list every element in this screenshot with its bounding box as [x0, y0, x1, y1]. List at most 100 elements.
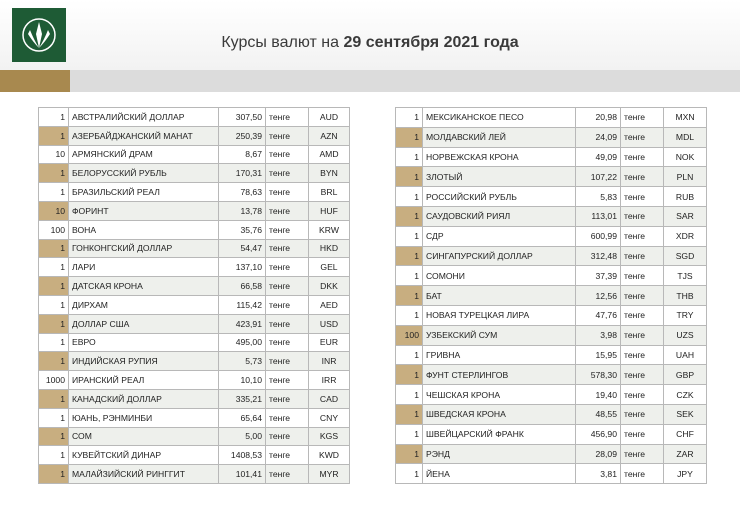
currency-name: КАНАДСКИЙ ДОЛЛАР — [68, 388, 219, 409]
rate-row: 1 СОМОНИ 37,39 тенге TJS — [395, 265, 707, 287]
rate: 456,90 — [575, 423, 621, 445]
currency-name: РОССИЙСКИЙ РУБЛЬ — [422, 186, 576, 207]
rate-row: 1 ЙЕНА 3,81 тенге JPY — [395, 463, 707, 485]
code: IRR — [308, 370, 350, 390]
nominal: 1 — [395, 344, 423, 366]
currency-name: УЗБЕКСКИЙ СУМ — [422, 324, 576, 346]
unit: тенге — [265, 370, 309, 390]
code: CZK — [663, 384, 707, 405]
unit: тенге — [265, 200, 309, 221]
rate: 5,00 — [218, 426, 266, 447]
code: BRL — [308, 182, 350, 202]
logo — [12, 8, 66, 62]
code: SEK — [663, 403, 707, 425]
unit: тенге — [265, 163, 309, 184]
code: UAH — [663, 344, 707, 366]
unit: тенге — [620, 324, 664, 346]
rate: 48,55 — [575, 403, 621, 425]
nominal: 1 — [38, 107, 69, 127]
rate-row: 1 ЮАНЬ, РЭНМИНБИ 65,64 тенге CNY — [38, 407, 350, 428]
unit: тенге — [265, 276, 309, 296]
unit: тенге — [620, 304, 664, 326]
rate: 35,76 — [218, 219, 266, 240]
rate-row: 1 ФУНТ СТЕРЛИНГОВ 578,30 тенге GBP — [395, 364, 707, 386]
rate: 37,39 — [575, 265, 621, 287]
nominal: 1 — [38, 276, 69, 296]
currency-name: ДОЛЛАР США — [68, 313, 219, 334]
code: USD — [308, 313, 350, 334]
rate: 20,98 — [575, 107, 621, 128]
currency-name: СОМОНИ — [422, 265, 576, 287]
unit: тенге — [265, 445, 309, 466]
unit: тенге — [265, 107, 309, 127]
unit: тенге — [265, 332, 309, 353]
nominal: 1 — [395, 265, 423, 287]
unit: тенге — [620, 205, 664, 227]
rate-row: 1 СОМ 5,00 тенге KGS — [38, 426, 350, 447]
rate-row: 1 КАНАДСКИЙ ДОЛЛАР 335,21 тенге CAD — [38, 388, 350, 409]
currency-name: ЗЛОТЫЙ — [422, 166, 576, 188]
nominal: 1 — [395, 107, 423, 128]
nominal: 1 — [38, 313, 69, 334]
nominal: 1 — [38, 332, 69, 353]
rate-row: 1 ДИРХАМ 115,42 тенге AED — [38, 294, 350, 315]
code: INR — [308, 351, 350, 372]
nominal: 1 — [395, 463, 423, 485]
title-date: 29 сентября 2021 года — [343, 34, 519, 51]
rate: 335,21 — [218, 388, 266, 409]
band — [0, 70, 70, 92]
unit: тенге — [265, 294, 309, 315]
rate: 15,95 — [575, 344, 621, 366]
unit: тенге — [620, 423, 664, 445]
currency-name: НОРВЕЖСКАЯ КРОНА — [422, 146, 576, 168]
currency-name: ГОНКОНГСКИЙ ДОЛЛАР — [68, 238, 219, 259]
currency-name: МОЛДАВСКИЙ ЛЕЙ — [422, 126, 576, 148]
currency-name: АРМЯНСКИЙ ДРАМ — [68, 144, 219, 165]
code: HKD — [308, 238, 350, 259]
rate-row: 1 МОЛДАВСКИЙ ЛЕЙ 24,09 тенге MDL — [395, 126, 707, 148]
nominal: 1 — [395, 205, 423, 227]
rate: 8,67 — [218, 144, 266, 165]
rate-row: 1 ГОНКОНГСКИЙ ДОЛЛАР 54,47 тенге HKD — [38, 238, 350, 259]
nominal: 1 — [38, 407, 69, 428]
rate-row: 1 ЛАРИ 137,10 тенге GEL — [38, 257, 350, 278]
rate-row: 1 МЕКСИКАНСКОЕ ПЕСО 20,98 тенге MXN — [395, 107, 707, 128]
rate: 250,39 — [218, 125, 266, 146]
rate: 600,99 — [575, 225, 621, 247]
rate-row: 1 НОВАЯ ТУРЕЦКАЯ ЛИРА 47,76 тенге TRY — [395, 304, 707, 326]
nominal: 1 — [38, 163, 69, 184]
rate-row: 100 ВОНА 35,76 тенге KRW — [38, 219, 350, 240]
currency-name: ЙЕНА — [422, 463, 576, 485]
code: KRW — [308, 219, 350, 240]
unit: тенге — [620, 186, 664, 207]
rate: 78,63 — [218, 182, 266, 202]
rate: 47,76 — [575, 304, 621, 326]
nominal: 100 — [395, 324, 423, 346]
code: SGD — [663, 245, 707, 267]
rate-row: 1 ЕВРО 495,00 тенге EUR — [38, 332, 350, 353]
currency-name: НОВАЯ ТУРЕЦКАЯ ЛИРА — [422, 304, 576, 326]
currency-name: КУВЕЙТСКИЙ ДИНАР — [68, 445, 219, 466]
rate: 578,30 — [575, 364, 621, 386]
code: AZN — [308, 125, 350, 146]
currency-name: ИРАНСКИЙ РЕАЛ — [68, 370, 219, 390]
nominal: 1000 — [38, 370, 69, 390]
rate-row: 10 АРМЯНСКИЙ ДРАМ 8,67 тенге AMD — [38, 144, 350, 165]
nominal: 1 — [395, 225, 423, 247]
code: JPY — [663, 463, 707, 485]
rate-row: 1 СИНГАПУРСКИЙ ДОЛЛАР 312,48 тенге SGD — [395, 245, 707, 267]
unit: тенге — [620, 443, 664, 465]
nominal: 100 — [38, 219, 69, 240]
code: MYR — [308, 464, 350, 484]
code: TRY — [663, 304, 707, 326]
nominal: 1 — [395, 384, 423, 405]
rate-row: 1 БРАЗИЛЬСКИЙ РЕАЛ 78,63 тенге BRL — [38, 182, 350, 202]
title-lead: Курсы валют на — [221, 34, 340, 51]
unit: тенге — [620, 403, 664, 425]
nominal: 1 — [38, 445, 69, 466]
rate: 49,09 — [575, 146, 621, 168]
unit: тенге — [265, 407, 309, 428]
code: AUD — [308, 107, 350, 127]
rate-row: 1 САУДОВСКИЙ РИЯЛ 113,01 тенге SAR — [395, 205, 707, 227]
